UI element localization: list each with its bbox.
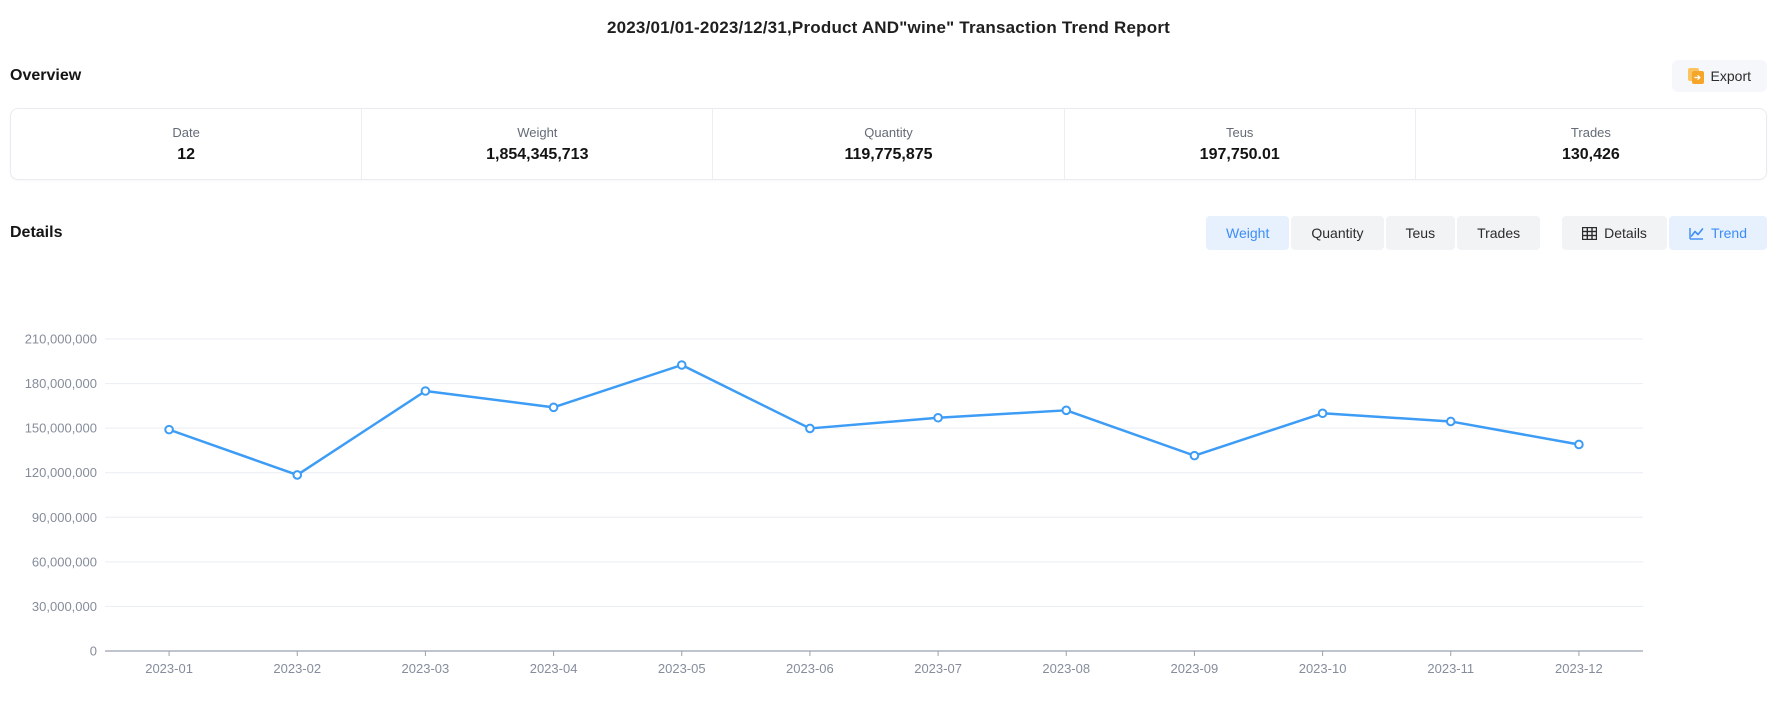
- svg-text:2023-04: 2023-04: [530, 661, 578, 676]
- tab-weight[interactable]: Weight: [1206, 216, 1290, 250]
- tab-label: Weight: [1226, 225, 1270, 241]
- svg-text:2023-05: 2023-05: [658, 661, 706, 676]
- tab-label: Teus: [1405, 225, 1436, 241]
- stat-label: Date: [172, 124, 200, 140]
- svg-text:150,000,000: 150,000,000: [25, 421, 97, 436]
- svg-text:120,000,000: 120,000,000: [25, 465, 97, 480]
- stat-weight: Weight 1,854,345,713: [361, 109, 712, 179]
- svg-text:2023-03: 2023-03: [402, 661, 450, 676]
- details-heading: Details: [10, 224, 63, 241]
- tab-trend-view[interactable]: Trend: [1668, 216, 1767, 250]
- svg-text:2023-02: 2023-02: [273, 661, 321, 676]
- trend-line-chart-svg: 0 30,000,000 60,000,000 90,000,000 120,000,0…: [25, 332, 1643, 676]
- svg-text:2023-11: 2023-11: [1427, 661, 1474, 676]
- stat-teus: Teus 197,750.01: [1063, 109, 1415, 179]
- stat-label: Weight: [517, 124, 558, 140]
- tab-details-view[interactable]: Details: [1562, 216, 1667, 250]
- stat-value: 12: [177, 145, 195, 163]
- svg-text:0: 0: [90, 644, 97, 659]
- svg-text:90,000,000: 90,000,000: [32, 510, 97, 525]
- trend-chart: 0 30,000,000 60,000,000 90,000,000 120,000,0…: [10, 278, 1767, 686]
- stat-label: Teus: [1225, 124, 1254, 140]
- tab-label: Trend: [1710, 225, 1747, 241]
- details-header-row: Details Weight Quantity Teus Trades: [10, 216, 1767, 250]
- tab-label: Quantity: [1311, 225, 1364, 241]
- export-icon: ➔: [1687, 68, 1704, 84]
- export-button-label: Export: [1710, 68, 1751, 84]
- overview-stats-card: Date 12 Weight 1,854,345,713 Quantity 11…: [10, 108, 1767, 180]
- overview-header-row: Overview ➔ Export: [10, 60, 1767, 92]
- stat-date: Date 12: [11, 109, 361, 179]
- svg-text:2023-01: 2023-01: [145, 661, 193, 676]
- svg-text:2023-08: 2023-08: [1042, 661, 1090, 676]
- tab-trades[interactable]: Trades: [1457, 216, 1541, 250]
- svg-text:180,000,000: 180,000,000: [25, 376, 97, 391]
- tab-teus[interactable]: Teus: [1385, 216, 1456, 250]
- overview-heading: Overview: [10, 67, 82, 84]
- chart-controls: Weight Quantity Teus Trades: [1206, 216, 1767, 250]
- tab-label: Details: [1604, 225, 1647, 241]
- svg-text:60,000,000: 60,000,000: [32, 554, 97, 569]
- stat-label: Trades: [1570, 124, 1611, 140]
- svg-text:2023-12: 2023-12: [1555, 661, 1603, 676]
- export-button[interactable]: ➔ Export: [1671, 60, 1767, 92]
- table-icon: [1582, 226, 1598, 240]
- tab-quantity[interactable]: Quantity: [1291, 216, 1384, 250]
- stat-label: Quantity: [864, 124, 913, 140]
- svg-text:2023-07: 2023-07: [914, 661, 962, 676]
- metric-tab-group: Weight Quantity Teus Trades: [1206, 216, 1541, 250]
- page-title: 2023/01/01-2023/12/31,Product AND"wine" …: [606, 18, 1171, 37]
- stat-value: 119,775,875: [844, 145, 933, 163]
- stat-value: 130,426: [1561, 145, 1620, 163]
- svg-text:2023-06: 2023-06: [786, 661, 834, 676]
- tab-label: Trades: [1477, 225, 1521, 241]
- svg-text:210,000,000: 210,000,000: [25, 332, 97, 347]
- svg-text:2023-10: 2023-10: [1299, 661, 1347, 676]
- line-chart-icon: [1689, 227, 1704, 240]
- stat-quantity: Quantity 119,775,875: [712, 109, 1063, 179]
- svg-text:2023-09: 2023-09: [1171, 661, 1219, 676]
- stat-value: 1,854,345,713: [486, 145, 589, 163]
- stat-trades: Trades 130,426: [1414, 109, 1766, 179]
- stat-value: 197,750.01: [1199, 145, 1280, 163]
- view-tab-group: Details Trend: [1562, 216, 1767, 250]
- svg-text:30,000,000: 30,000,000: [32, 599, 97, 614]
